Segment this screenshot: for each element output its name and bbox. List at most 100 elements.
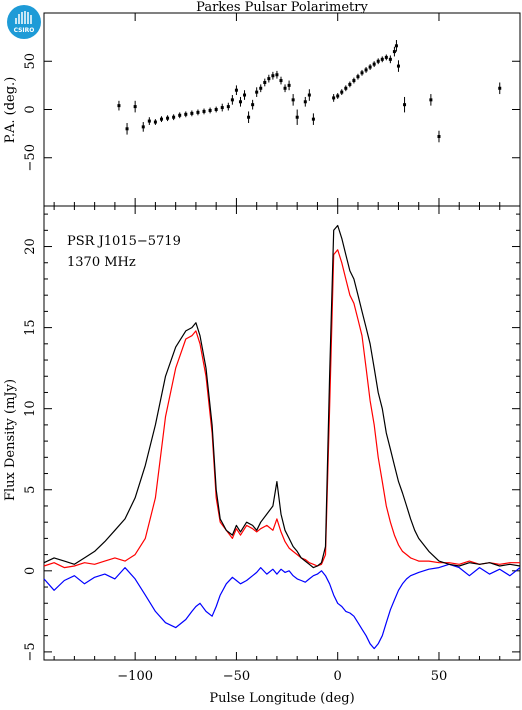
pa-point <box>141 122 145 132</box>
pa-point <box>196 109 200 116</box>
pa-point <box>303 96 307 107</box>
pa-point <box>214 106 218 113</box>
pa-marker <box>307 93 311 97</box>
position-angle-panel: −50 0 50 P.A. (deg.) <box>3 12 521 207</box>
pa-marker <box>279 79 283 83</box>
pa-point <box>356 73 360 80</box>
flux-y-tick-label: 20 <box>23 238 38 255</box>
linear-flux-line <box>43 249 520 569</box>
x-tick-label: −50 <box>223 669 250 684</box>
pa-panel-frame <box>43 12 521 207</box>
csiro-logo-text: CSIRO <box>14 27 35 34</box>
pa-point <box>311 113 315 125</box>
pa-marker <box>396 64 400 68</box>
pa-point <box>372 61 376 68</box>
flux-y-tick-label: −5 <box>23 642 38 661</box>
x-tick-label: 50 <box>431 669 448 684</box>
pa-marker <box>234 88 238 92</box>
pa-point <box>352 77 356 84</box>
pa-marker <box>392 50 396 54</box>
pa-point <box>133 100 137 113</box>
pa-point <box>238 96 242 107</box>
pa-point <box>243 90 247 100</box>
pa-marker <box>291 98 295 102</box>
pa-marker <box>275 73 279 77</box>
pa-marker <box>283 86 287 90</box>
pa-marker <box>172 115 176 119</box>
pa-point <box>368 64 372 70</box>
pa-marker <box>336 94 340 98</box>
pa-point <box>332 94 336 102</box>
flux-y-tick-label: 5 <box>23 486 38 494</box>
pa-marker <box>226 105 230 109</box>
pa-marker <box>356 75 360 79</box>
pa-point <box>234 85 238 96</box>
pa-point <box>172 114 176 121</box>
pa-marker <box>344 86 348 90</box>
pa-y-axis-label: P.A. (deg.) <box>3 77 18 144</box>
pa-marker <box>437 135 441 139</box>
pa-marker <box>147 119 151 123</box>
pa-point <box>159 116 163 123</box>
pa-point <box>344 85 348 92</box>
flux-y-tick-label: 15 <box>23 319 38 336</box>
pa-point <box>429 94 433 106</box>
flux-y-axis-label: Flux Density (mJy) <box>3 379 18 501</box>
pa-marker <box>384 55 388 59</box>
flux-panel-frame <box>43 205 521 661</box>
pa-point <box>184 111 188 118</box>
pa-point <box>376 58 380 65</box>
pa-marker <box>263 80 267 84</box>
pa-marker <box>247 115 251 119</box>
pa-point <box>283 84 287 93</box>
pa-y-tick-label: 50 <box>23 53 38 70</box>
pa-point <box>147 117 151 125</box>
pa-point <box>348 81 352 88</box>
pa-marker <box>159 117 163 121</box>
pa-marker <box>190 111 194 115</box>
pa-point <box>498 82 502 95</box>
flux-y-tick-label: 0 <box>23 567 38 575</box>
pa-point <box>275 70 279 79</box>
pa-marker <box>295 115 299 119</box>
x-tick-label: 0 <box>334 669 342 684</box>
pa-marker <box>255 90 259 94</box>
pa-marker <box>184 112 188 116</box>
pa-marker <box>364 68 368 72</box>
csiro-logo-disc <box>7 5 41 39</box>
pa-marker <box>352 79 356 83</box>
pa-marker <box>230 98 234 102</box>
pa-marker <box>394 44 398 48</box>
pa-marker <box>271 74 275 78</box>
pa-marker <box>238 100 242 104</box>
x-tick-label: −100 <box>117 669 153 684</box>
pa-marker <box>220 106 224 110</box>
pa-marker <box>208 108 212 112</box>
pa-marker <box>311 117 315 121</box>
csiro-logo: CSIRO <box>7 5 41 39</box>
pa-point <box>295 109 299 125</box>
pa-marker <box>202 109 206 113</box>
circular-flux-line <box>43 563 521 650</box>
pulsar-name-annotation: PSR J1015−5719 <box>67 234 181 249</box>
pa-marker <box>267 77 271 81</box>
total-flux-line <box>43 224 521 569</box>
pa-marker <box>153 120 157 124</box>
pa-marker <box>340 90 344 94</box>
pa-marker <box>376 59 380 63</box>
pa-point <box>125 123 129 135</box>
pa-point <box>307 89 311 101</box>
pa-point <box>380 56 384 63</box>
pa-marker <box>372 62 376 66</box>
pa-marker <box>360 71 364 75</box>
pa-point <box>340 89 344 96</box>
x-axis-label: Pulse Longitude (deg) <box>209 691 354 706</box>
pa-marker <box>141 125 145 129</box>
pa-marker <box>214 108 218 111</box>
pa-point <box>255 87 259 97</box>
pa-marker <box>251 103 255 107</box>
chart-title: Parkes Pulsar Polarimetry <box>196 0 368 15</box>
pa-point <box>226 102 230 111</box>
